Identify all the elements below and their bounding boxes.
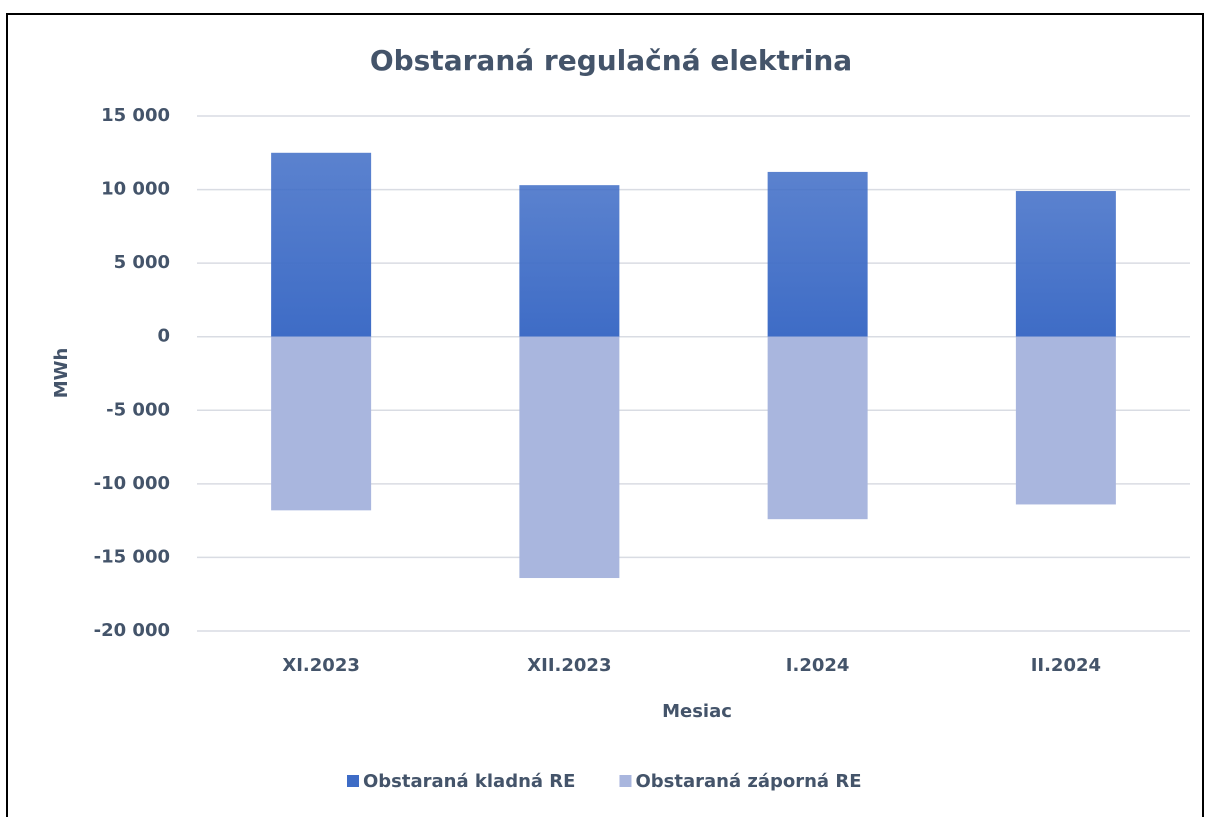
x-tick-label: XII.2023 <box>527 655 611 676</box>
y-tick-label: 15 000 <box>101 105 170 126</box>
y-tick-label: 0 <box>157 326 170 347</box>
bar <box>1015 191 1116 337</box>
y-tick-label: -10 000 <box>94 473 170 494</box>
x-tick-label: XI.2023 <box>282 655 360 676</box>
y-tick-label: 5 000 <box>114 252 170 273</box>
bar <box>767 336 868 520</box>
bar <box>271 152 372 337</box>
legend-swatch <box>619 775 632 787</box>
y-tick-label: -15 000 <box>94 546 170 567</box>
legend-label: Obstaraná kladná RE <box>363 771 575 792</box>
y-axis-label: MWh <box>51 348 72 399</box>
x-axis-label: Mesiac <box>662 701 732 722</box>
y-tick-label: 10 000 <box>101 179 170 200</box>
chart-title: Obstaraná regulačná elektrina <box>370 44 852 77</box>
bar <box>519 336 620 579</box>
bar <box>519 185 620 337</box>
y-tick-label: -5 000 <box>106 399 170 420</box>
y-tick-label: -20 000 <box>94 620 170 641</box>
legend-label: Obstaraná záporná RE <box>635 771 861 792</box>
legend-swatch <box>347 775 359 787</box>
x-tick-label: II.2024 <box>1031 655 1101 676</box>
bar <box>1015 336 1116 505</box>
x-tick-label: I.2024 <box>786 655 850 676</box>
bar <box>767 171 868 337</box>
bar <box>271 336 372 511</box>
